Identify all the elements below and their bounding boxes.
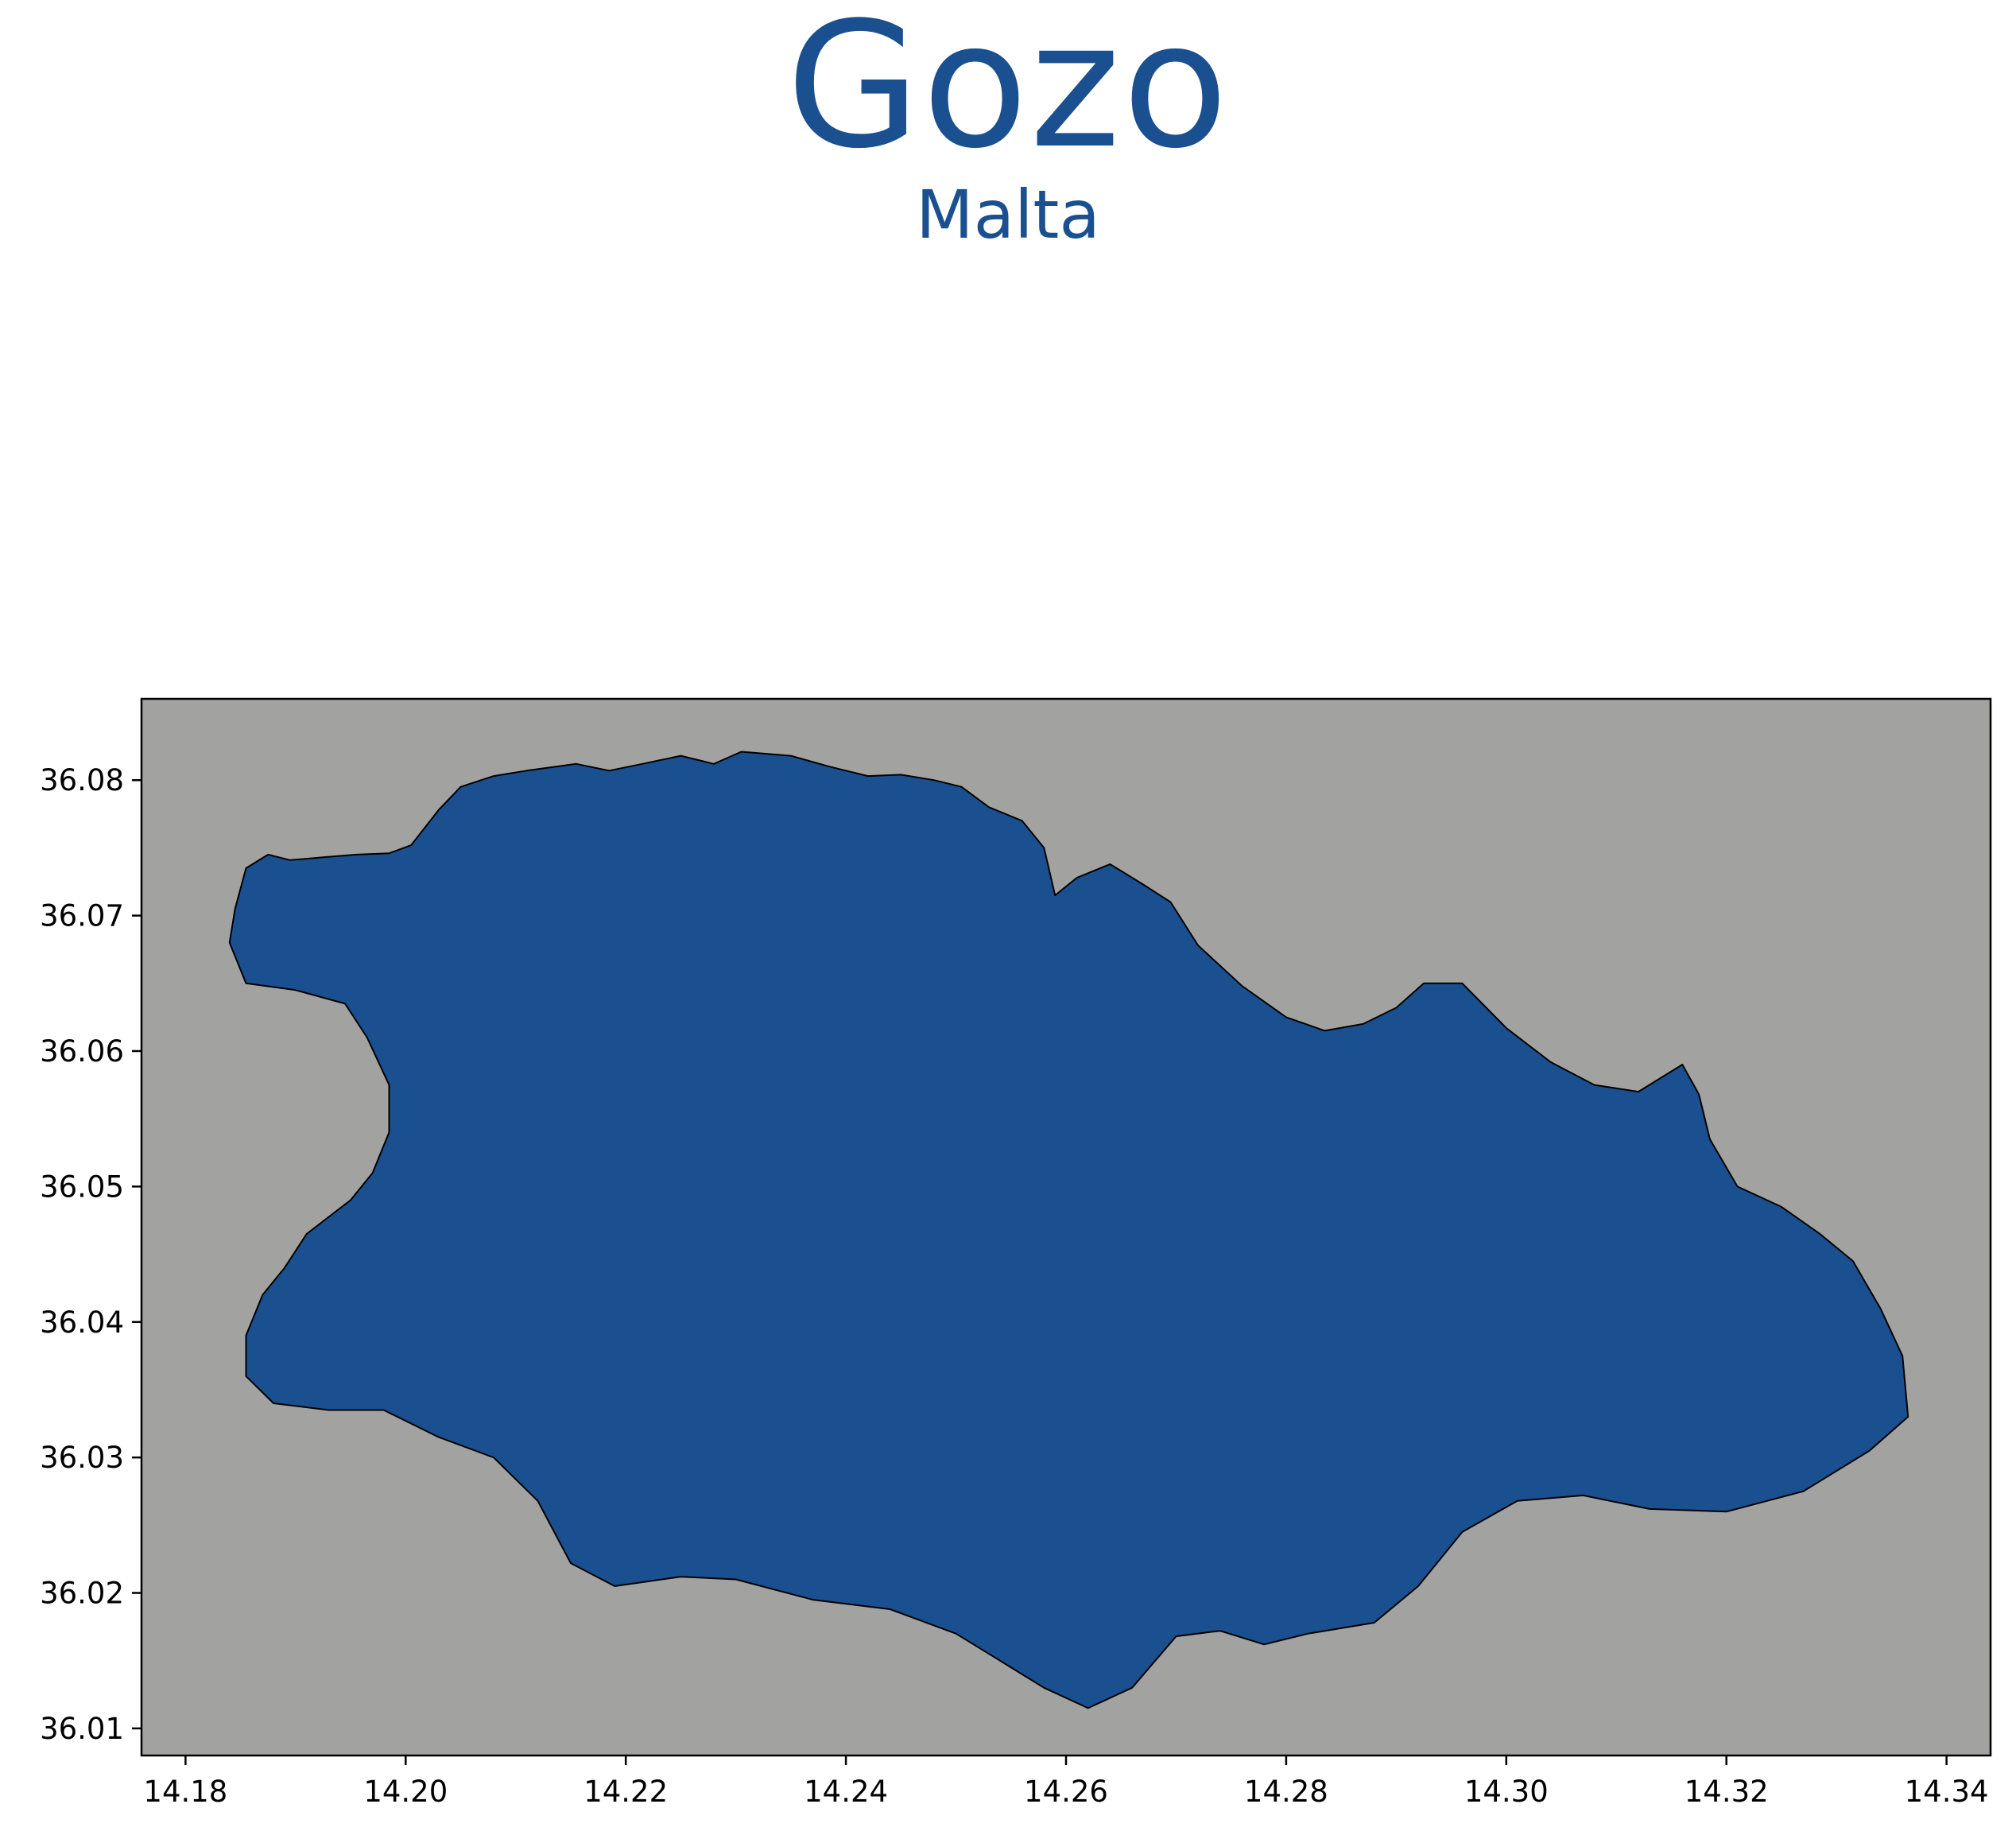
y-tick-label: 36.04 (40, 1305, 124, 1340)
y-tick-label: 36.02 (40, 1577, 124, 1611)
x-tick-label: 14.18 (143, 1775, 227, 1809)
y-tick-label: 36.07 (40, 899, 124, 933)
x-tick-label: 14.28 (1244, 1775, 1328, 1809)
island-gozo (228, 751, 1909, 1709)
y-tick-label: 36.03 (40, 1441, 124, 1475)
y-tick-label: 36.05 (40, 1170, 124, 1204)
x-axis: 14.18 14.20 14.22 14.24 14.26 14.28 14.30 14.32… (143, 1755, 1989, 1809)
y-axis: 36.01 36.02 36.03 36.04 36.05 36.06 36.07 36.08 (40, 763, 142, 1746)
x-tick-label: 14.30 (1464, 1775, 1549, 1809)
x-tick-label: 14.34 (1905, 1775, 1989, 1809)
map-subtitle: Malta (916, 176, 1100, 254)
x-tick-label: 14.22 (583, 1775, 668, 1809)
x-tick-label: 14.20 (363, 1775, 448, 1809)
y-tick-label: 36.08 (40, 763, 124, 797)
y-tick-label: 36.01 (40, 1712, 124, 1746)
x-tick-label: 14.24 (804, 1775, 888, 1809)
y-tick-label: 36.06 (40, 1034, 124, 1069)
x-tick-label: 14.32 (1685, 1775, 1769, 1809)
x-tick-label: 14.26 (1024, 1775, 1108, 1809)
map-title: Gozo (785, 0, 1231, 187)
